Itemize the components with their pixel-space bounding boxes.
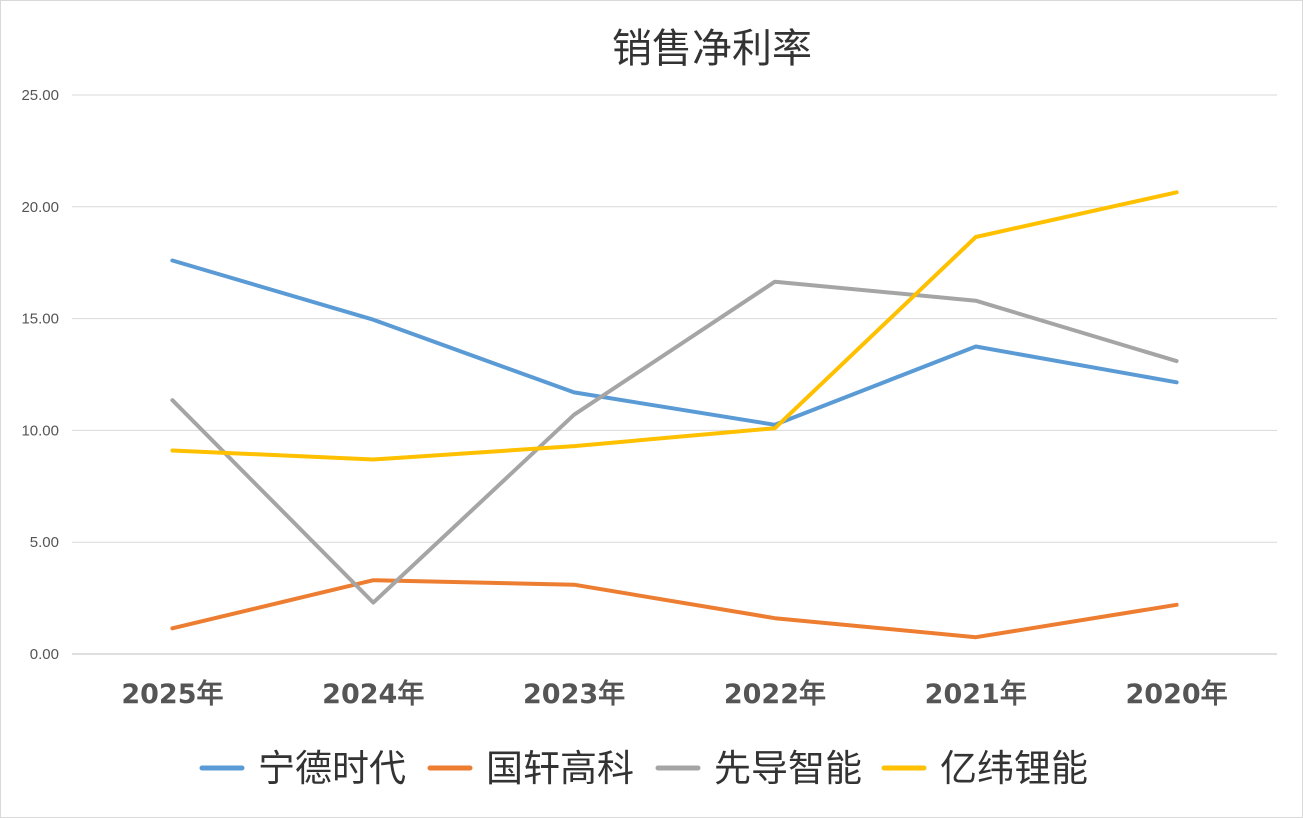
y-tick-label: 5.00 xyxy=(30,534,59,551)
legend: 宁德时代 国轩高科 先导智能 亿纬锂能 xyxy=(199,747,1088,790)
legend-label-2: 先导智能 xyxy=(714,747,862,790)
y-axis-ticks: 0.00 5.00 10.00 15.00 20.00 25.00 xyxy=(21,87,59,663)
y-tick-label: 10.00 xyxy=(21,422,59,439)
grid-layer xyxy=(72,94,1277,655)
series-line-1 xyxy=(170,578,1179,640)
series-line-0 xyxy=(170,258,1179,427)
x-axis-ticks: 2025年 2024年 2023年 2022年 2021年 2020年 xyxy=(121,678,1227,710)
chart-title: 销售净利率 xyxy=(612,26,812,72)
series-line-3 xyxy=(170,190,1179,462)
x-tick-label: 2025年 xyxy=(121,678,223,710)
x-tick-label: 2021年 xyxy=(925,678,1027,710)
x-tick-label: 2023年 xyxy=(523,678,625,710)
y-tick-label: 20.00 xyxy=(21,199,59,216)
x-tick-label: 2024年 xyxy=(322,678,424,710)
y-tick-label: 25.00 xyxy=(21,87,59,104)
y-tick-label: 0.00 xyxy=(30,646,59,663)
legend-label-1: 国轩高科 xyxy=(486,747,634,790)
legend-label-3: 亿纬锂能 xyxy=(940,747,1088,790)
x-tick-label: 2022年 xyxy=(724,678,826,710)
legend-label-0: 宁德时代 xyxy=(258,747,406,790)
y-tick-label: 15.00 xyxy=(21,311,59,328)
series-layer xyxy=(170,190,1179,640)
series-line-2 xyxy=(170,279,1179,605)
x-tick-label: 2020年 xyxy=(1126,678,1228,710)
